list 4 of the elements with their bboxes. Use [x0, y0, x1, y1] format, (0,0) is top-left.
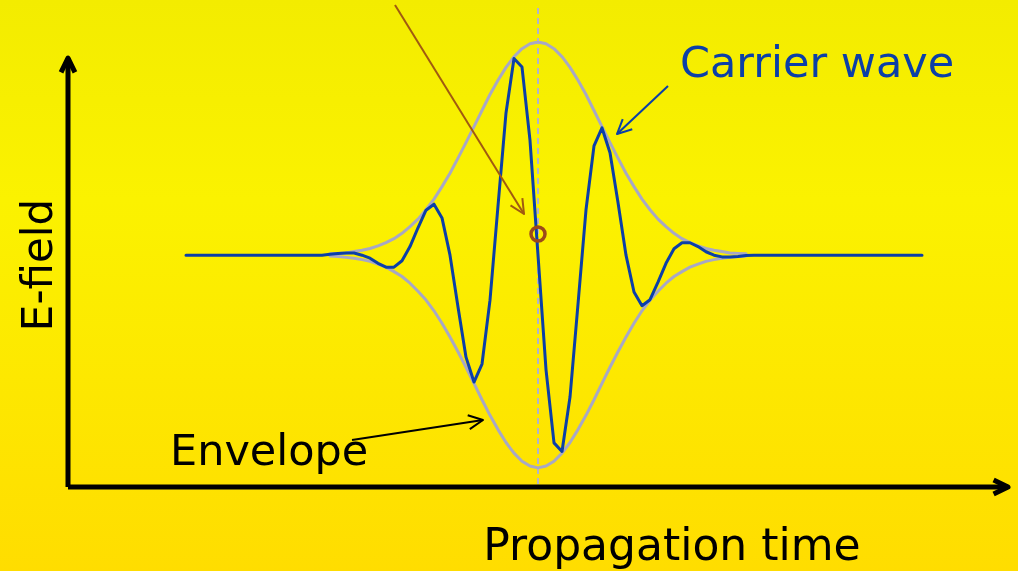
x-axis-title: Propagation time: [483, 519, 861, 570]
y-axis-title: E-field: [13, 198, 62, 332]
annotation: Envelope: [170, 425, 369, 475]
annotation: Carrier wave: [680, 37, 955, 87]
